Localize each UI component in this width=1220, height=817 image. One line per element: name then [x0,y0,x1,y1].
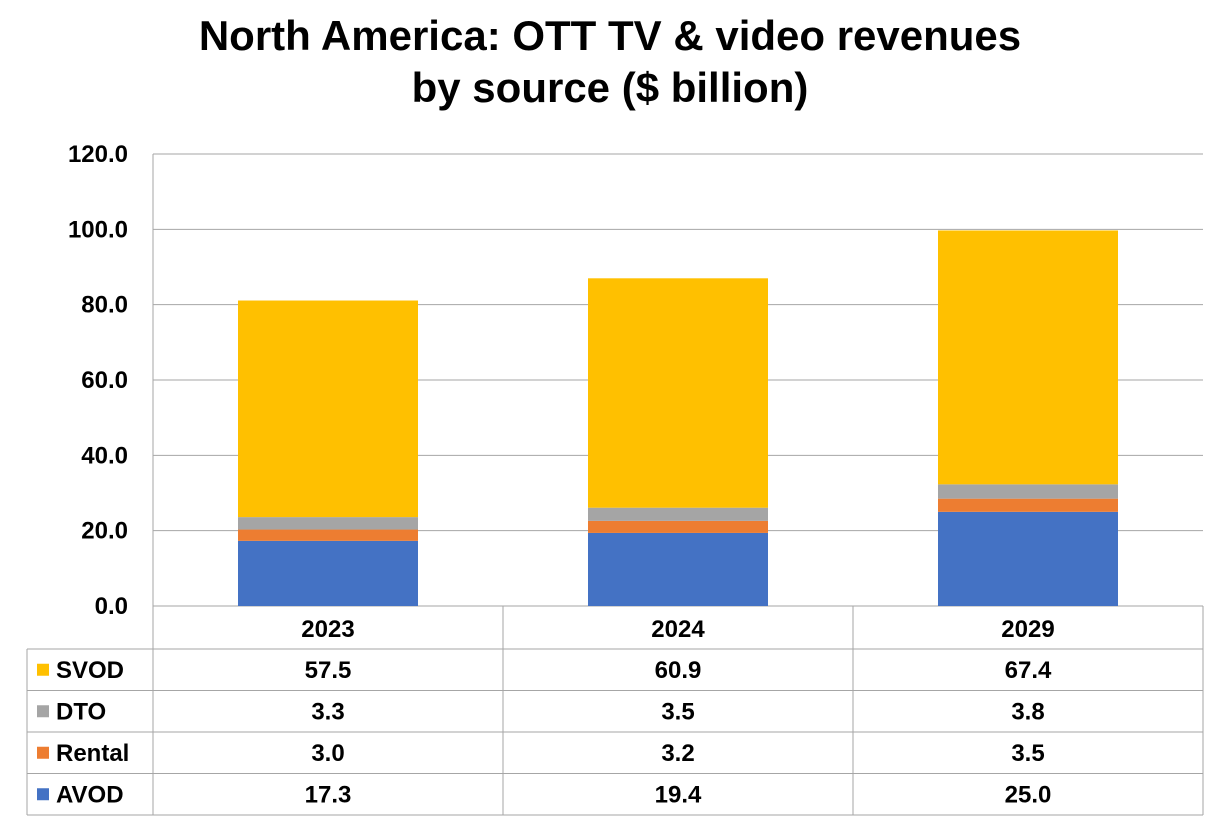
legend-label-avod: AVOD [56,781,124,808]
bar-dto-2023 [238,517,418,530]
legend-label-svod: SVOD [56,657,124,684]
data-label-dto-2023: 3.3 [311,698,344,725]
data-label-svod-2029: 67.4 [1005,657,1052,684]
x-tick-label: 2024 [651,616,705,643]
bar-svod-2023 [238,300,418,518]
chart-title: North America: OTT TV & video revenues b… [0,10,1220,114]
y-tick-label: 40.0 [81,442,128,469]
bar-avod-2024 [588,532,768,606]
data-label-dto-2029: 3.8 [1011,698,1044,725]
y-tick-label: 60.0 [81,367,128,394]
legend-key-svod [37,663,49,676]
bar-rental-2029 [938,498,1118,512]
y-tick-label: 0.0 [95,593,128,620]
bar-svod-2029 [938,230,1118,485]
x-tick-label: 2029 [1001,616,1054,643]
data-label-svod-2024: 60.9 [655,657,702,684]
data-label-rental-2029: 3.5 [1011,740,1044,767]
chart-title-line-1: North America: OTT TV & video revenues [198,12,1022,59]
legend-key-rental [37,746,49,759]
legend-label-rental: Rental [56,740,129,767]
bar-rental-2024 [588,520,768,533]
y-tick-label: 20.0 [81,518,128,545]
chart-title-line-2: by source ($ billion) [411,64,809,111]
data-label-svod-2023: 57.5 [305,657,352,684]
y-tick-label: 120.0 [68,141,128,168]
bar-dto-2024 [588,507,768,521]
bar-avod-2029 [938,511,1118,606]
data-label-avod-2023: 17.3 [305,781,352,808]
x-tick-label: 2023 [301,616,354,643]
y-tick-label: 80.0 [81,292,128,319]
legend-key-avod [37,788,49,801]
bar-svod-2024 [588,278,768,508]
bar-avod-2023 [238,540,418,606]
legend-key-dto [37,705,49,718]
y-tick-label: 100.0 [68,216,128,243]
data-label-avod-2029: 25.0 [1005,781,1052,808]
data-label-avod-2024: 19.4 [655,781,702,808]
bar-rental-2023 [238,529,418,541]
data-label-dto-2024: 3.5 [661,698,694,725]
legend-label-dto: DTO [56,698,106,725]
data-label-rental-2023: 3.0 [311,740,344,767]
data-label-rental-2024: 3.2 [661,740,694,767]
bar-dto-2029 [938,484,1118,499]
